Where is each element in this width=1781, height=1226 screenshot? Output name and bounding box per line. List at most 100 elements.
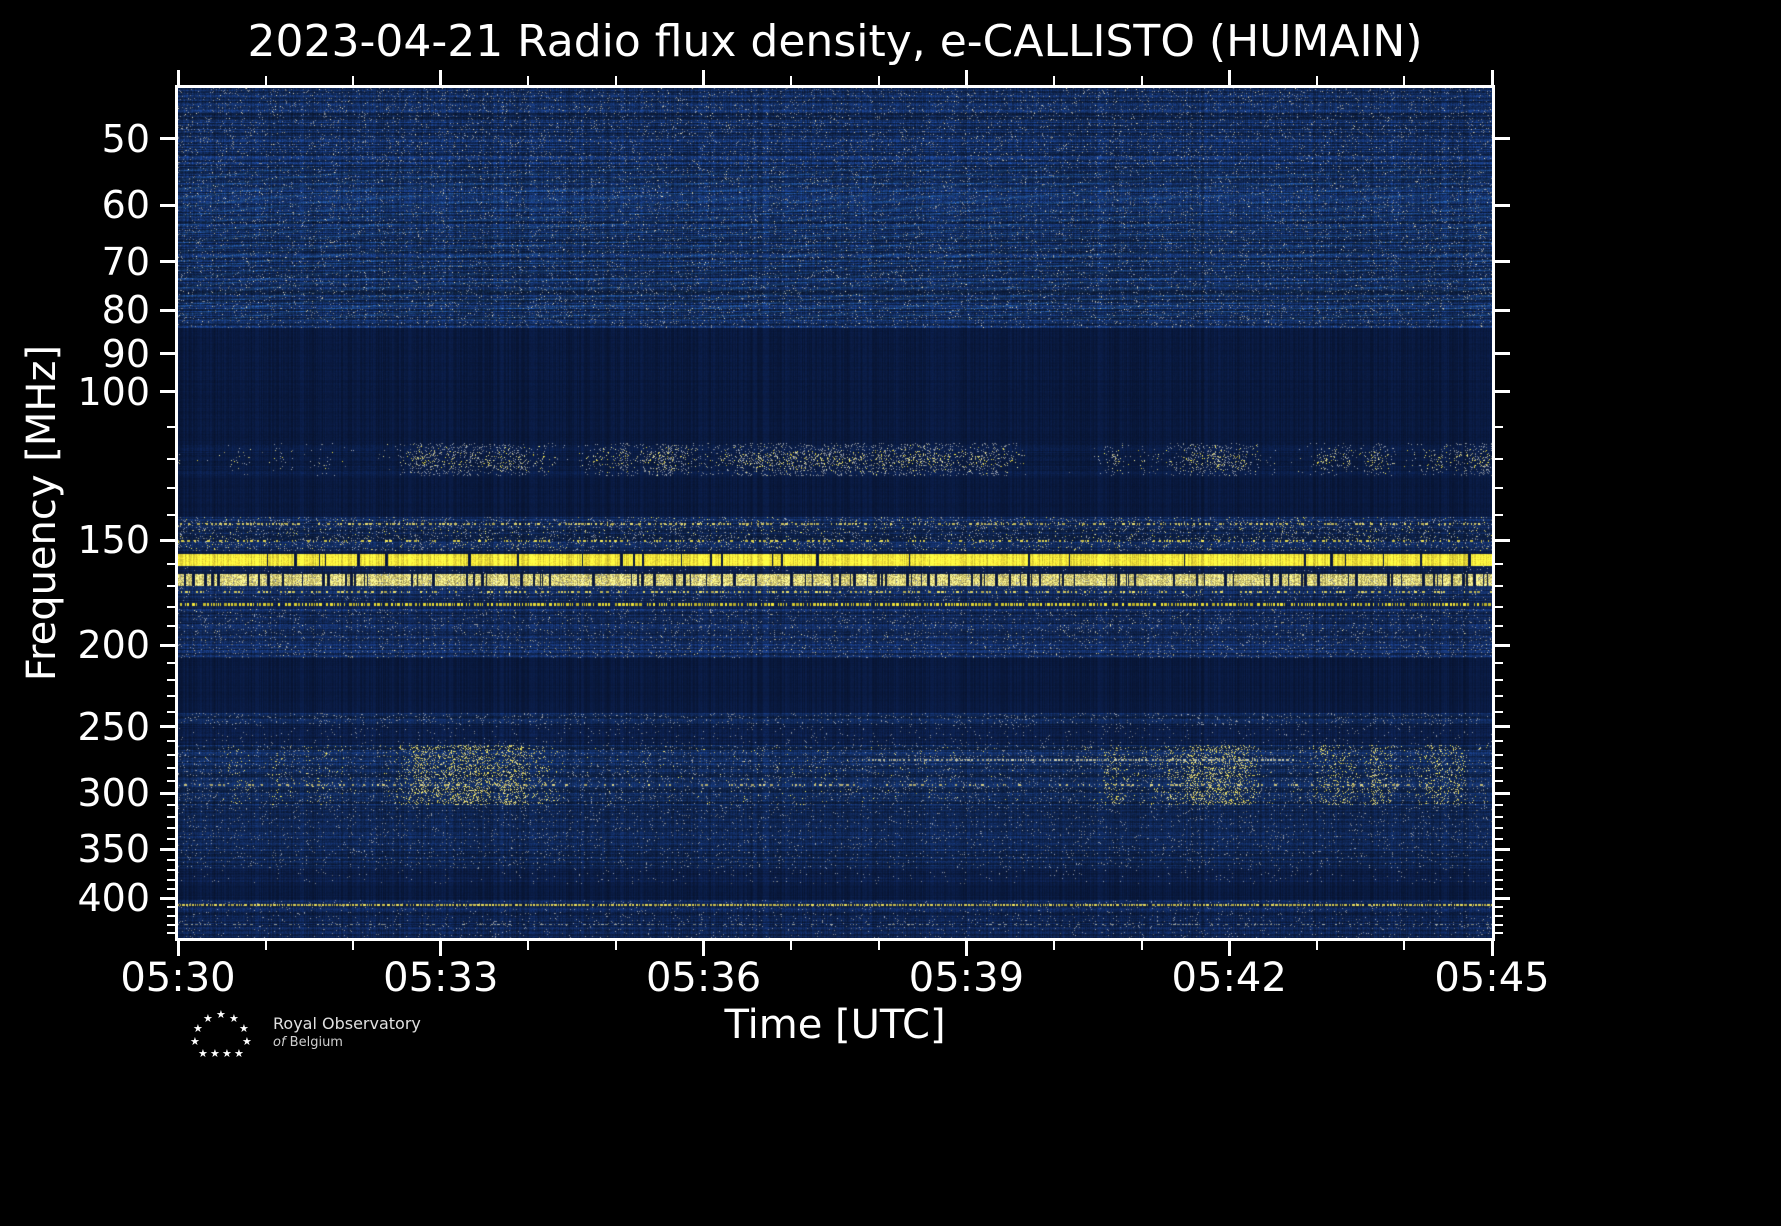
star-icon: ★ — [239, 1022, 249, 1035]
x-major-tick-top — [1227, 70, 1231, 85]
x-axis-label: Time [UTC] — [724, 1002, 946, 1048]
x-major-tick-top — [1490, 70, 1494, 85]
y-minor-tick-left — [167, 678, 175, 681]
x-tick-label: 05:33 — [383, 955, 499, 1001]
y-minor-tick-right — [1495, 661, 1503, 664]
y-tick-label: 60 — [101, 183, 150, 228]
y-minor-tick-left — [167, 837, 175, 840]
y-minor-tick-left — [167, 766, 175, 769]
x-major-tick-bottom — [702, 941, 706, 956]
x-minor-tick-top — [1315, 76, 1318, 85]
y-major-tick-right — [1495, 643, 1510, 647]
x-tick-label: 05:45 — [1434, 955, 1550, 1001]
x-minor-tick-bottom — [527, 941, 530, 950]
y-major-tick-right — [1495, 390, 1510, 394]
x-major-tick-bottom — [1490, 941, 1494, 956]
y-major-tick-right — [1495, 538, 1510, 542]
y-tick-label: 50 — [101, 116, 150, 161]
x-tick-label: 05:36 — [645, 955, 762, 1001]
x-major-tick-top — [964, 70, 968, 85]
y-minor-tick-left — [167, 804, 175, 807]
y-minor-tick-left — [167, 562, 175, 565]
x-minor-tick-bottom — [877, 941, 880, 950]
y-major-tick-right — [1495, 847, 1510, 851]
y-minor-tick-left — [167, 584, 175, 587]
y-minor-tick-right — [1495, 837, 1503, 840]
y-minor-tick-right — [1495, 779, 1503, 782]
y-minor-tick-right — [1495, 888, 1503, 890]
y-major-tick-right — [1495, 791, 1510, 795]
logo-line1: Royal Observatory — [273, 1014, 421, 1033]
x-minor-tick-bottom — [1053, 941, 1055, 950]
y-minor-tick-left — [167, 878, 175, 881]
star-icon: ★ — [222, 1047, 232, 1060]
x-major-tick-bottom — [1227, 941, 1231, 956]
y-minor-tick-right — [1495, 695, 1503, 698]
y-major-tick-right — [1495, 203, 1510, 207]
y-minor-tick-right — [1495, 625, 1503, 628]
star-icon: ★ — [193, 1022, 203, 1035]
x-major-tick-top — [439, 70, 443, 85]
y-minor-tick-left — [167, 753, 175, 756]
y-tick-label: 80 — [101, 288, 150, 333]
y-minor-tick-right — [1495, 906, 1503, 909]
y-minor-tick-right — [1495, 739, 1503, 742]
y-minor-tick-right — [1495, 486, 1503, 489]
rob-stars-icon: ★ ★ ★ ★ ★ ★ ★ ★ ★ ★ ★ — [183, 1006, 257, 1064]
star-icon: ★ — [198, 1047, 208, 1060]
y-minor-tick-right — [1495, 605, 1503, 608]
x-minor-tick-top — [1053, 76, 1055, 85]
y-tick-label: 300 — [77, 771, 150, 816]
y-minor-tick-right — [1495, 584, 1503, 587]
y-minor-tick-left — [167, 695, 175, 698]
x-major-tick-top — [176, 70, 180, 85]
y-major-tick-left — [160, 260, 175, 264]
y-minor-tick-right — [1495, 562, 1503, 565]
y-minor-tick-right — [1495, 457, 1503, 460]
y-minor-tick-left — [167, 868, 175, 871]
y-minor-tick-right — [1495, 826, 1503, 829]
y-major-tick-left — [160, 390, 175, 394]
x-tick-label: 05:39 — [908, 955, 1025, 1001]
x-minor-tick-bottom — [1140, 941, 1143, 950]
y-major-tick-left — [160, 352, 175, 355]
x-minor-tick-bottom — [1403, 941, 1406, 950]
star-icon: ★ — [216, 1008, 226, 1021]
logo-line2-belgium: Belgium — [289, 1034, 343, 1050]
y-major-tick-right — [1495, 308, 1510, 312]
y-major-tick-right — [1495, 896, 1510, 900]
y-major-tick-left — [160, 308, 175, 312]
y-minor-tick-right — [1495, 868, 1503, 871]
y-minor-tick-right — [1495, 804, 1503, 807]
x-minor-tick-top — [877, 76, 880, 85]
y-major-tick-right — [1495, 352, 1510, 355]
y-minor-tick-right — [1495, 915, 1503, 918]
x-major-tick-top — [702, 70, 706, 85]
y-tick-label: 400 — [77, 876, 150, 921]
spectrogram-canvas — [178, 88, 1492, 938]
y-minor-tick-left — [167, 779, 175, 782]
y-minor-tick-left — [167, 815, 175, 818]
y-minor-tick-right — [1495, 710, 1503, 713]
y-minor-tick-right — [1495, 932, 1503, 935]
y-minor-tick-right — [1495, 815, 1503, 818]
y-minor-tick-left — [167, 661, 175, 664]
y-major-tick-right — [1495, 137, 1510, 141]
star-icon: ★ — [190, 1035, 200, 1048]
y-minor-tick-right — [1495, 858, 1503, 861]
y-minor-tick-left — [167, 710, 175, 713]
y-minor-tick-left — [167, 932, 175, 935]
x-minor-tick-bottom — [790, 941, 793, 950]
chart-title: 2023-04-21 Radio flux density, e-CALLIST… — [247, 16, 1423, 67]
x-minor-tick-bottom — [615, 941, 617, 950]
y-major-tick-right — [1495, 725, 1510, 729]
y-minor-tick-right — [1495, 678, 1503, 681]
y-minor-tick-left — [167, 923, 175, 926]
y-minor-tick-left — [167, 888, 175, 890]
rob-logo: ★ ★ ★ ★ ★ ★ ★ ★ ★ ★ ★ Royal Observatory of Belgium — [183, 1006, 421, 1064]
y-minor-tick-left — [167, 906, 175, 909]
x-minor-tick-top — [352, 76, 355, 85]
x-major-tick-bottom — [176, 941, 180, 956]
y-tick-label: 250 — [77, 704, 150, 749]
